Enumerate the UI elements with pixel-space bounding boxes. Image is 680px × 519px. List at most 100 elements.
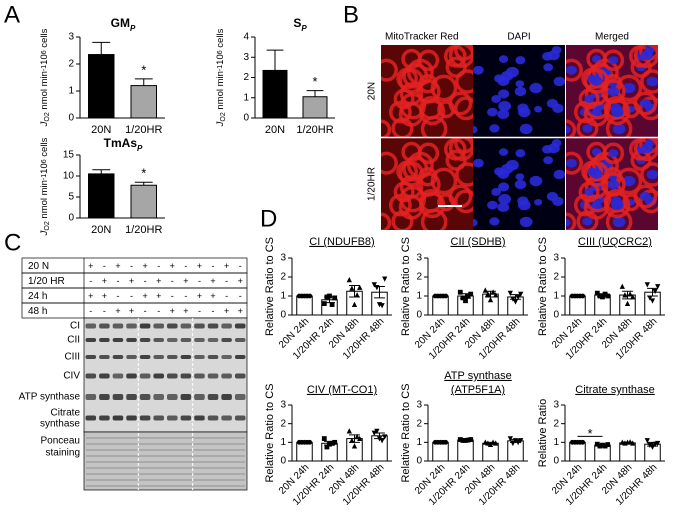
- cell-mito: [454, 45, 473, 61]
- blot-band: [234, 323, 246, 329]
- blot-band: [167, 373, 178, 379]
- blot-band: [126, 323, 137, 329]
- cell-mito: [420, 208, 448, 230]
- blot-band: [194, 323, 205, 329]
- nucleus: [498, 89, 510, 99]
- band-label: synthase: [40, 419, 80, 430]
- nucleus: [611, 199, 624, 211]
- blot-band: [180, 394, 192, 400]
- data-point: [327, 293, 332, 299]
- blot-band: [207, 355, 219, 359]
- table-cell: +: [156, 276, 161, 286]
- error-bar: [134, 78, 153, 86]
- data-point: [349, 285, 355, 291]
- cell-mito: [583, 161, 610, 187]
- bar: [296, 295, 313, 316]
- table-cell: -: [89, 276, 92, 286]
- data-point: [346, 276, 352, 283]
- data-point: [630, 440, 636, 446]
- blot-band: [99, 394, 110, 400]
- y-tick-label: 2: [553, 418, 559, 429]
- data-point: [357, 435, 363, 441]
- data-point: [655, 284, 661, 290]
- nucleus: [534, 105, 543, 113]
- error-bar: [622, 441, 633, 445]
- y-axis-label: Relative Ratio to CS: [264, 383, 276, 482]
- chart-title: GMP: [111, 16, 136, 32]
- cell-mito: [633, 45, 658, 69]
- y-tick-label: 2: [280, 418, 286, 429]
- bar: [569, 441, 586, 462]
- blot-band: [207, 394, 219, 400]
- data-point: [324, 444, 330, 450]
- error-bar: [597, 443, 608, 447]
- nucleus: [590, 76, 603, 86]
- cell-mito: [633, 138, 658, 162]
- y-tick-label: 3: [553, 253, 559, 264]
- y-tick-label: 1: [68, 86, 74, 97]
- blot-band: [167, 338, 178, 342]
- data-point: [512, 299, 519, 305]
- bar: [432, 295, 449, 316]
- cell-mito: [381, 151, 398, 175]
- cell-mito: [381, 58, 398, 82]
- blot-band: [112, 415, 124, 421]
- nucleus: [514, 179, 527, 190]
- table-cell: +: [129, 276, 134, 286]
- bar: [302, 96, 328, 119]
- data-point: [507, 290, 513, 297]
- blot-band: [221, 394, 232, 400]
- blot-band: [234, 355, 246, 359]
- y-label-part: 10: [215, 54, 226, 65]
- nucleus: [566, 158, 577, 168]
- data-point: [346, 428, 352, 434]
- cell-mito: [576, 117, 599, 137]
- nucleus: [622, 175, 636, 187]
- blot-band: [85, 415, 97, 421]
- blot-band: [194, 338, 205, 342]
- cell-mito: [605, 208, 633, 230]
- blot-band: [221, 373, 232, 379]
- cell-mito: [566, 151, 583, 175]
- data-point: [490, 289, 496, 295]
- cell-mito: [583, 68, 610, 94]
- cell-mito: [638, 96, 658, 121]
- data-point: [351, 301, 358, 307]
- significance-mark: *: [141, 166, 146, 181]
- cell-mito: [455, 162, 473, 187]
- title-main: GM: [111, 16, 130, 30]
- nucleus: [487, 200, 498, 210]
- error-bar: [92, 169, 111, 174]
- cell-mito: [633, 91, 658, 116]
- data-point: [624, 300, 631, 306]
- y-tick-label: 0: [553, 310, 559, 321]
- table-cell: -: [103, 261, 106, 271]
- blot-band: [234, 338, 246, 342]
- table-cell: -: [212, 306, 215, 316]
- nucleus: [505, 159, 519, 171]
- table-cell: +: [238, 306, 243, 316]
- y-tick-label: 0: [68, 213, 74, 224]
- y-label-part: cells: [39, 137, 50, 159]
- x-tick-label: 1/20HR: [296, 124, 333, 136]
- cell-mito: [566, 119, 577, 137]
- blot-band: [112, 373, 124, 379]
- blot-band: [153, 338, 164, 342]
- blot-band: [112, 355, 124, 359]
- table-cell: -: [157, 261, 160, 271]
- y-tick-label: 2: [280, 272, 286, 283]
- cell-mito: [605, 115, 633, 137]
- bar: [130, 85, 157, 119]
- data-point: [600, 294, 605, 300]
- blot-band: [99, 415, 110, 421]
- row-header: 20N: [367, 82, 378, 100]
- nucleus: [590, 169, 603, 179]
- blot-band: [180, 323, 192, 329]
- table-cell: -: [171, 291, 174, 301]
- table-cell: -: [184, 261, 187, 271]
- nucleus: [515, 56, 526, 65]
- data-point: [594, 290, 600, 296]
- cell-mito: [455, 69, 473, 94]
- ponceau: [83, 431, 248, 491]
- cell-mito: [566, 58, 583, 82]
